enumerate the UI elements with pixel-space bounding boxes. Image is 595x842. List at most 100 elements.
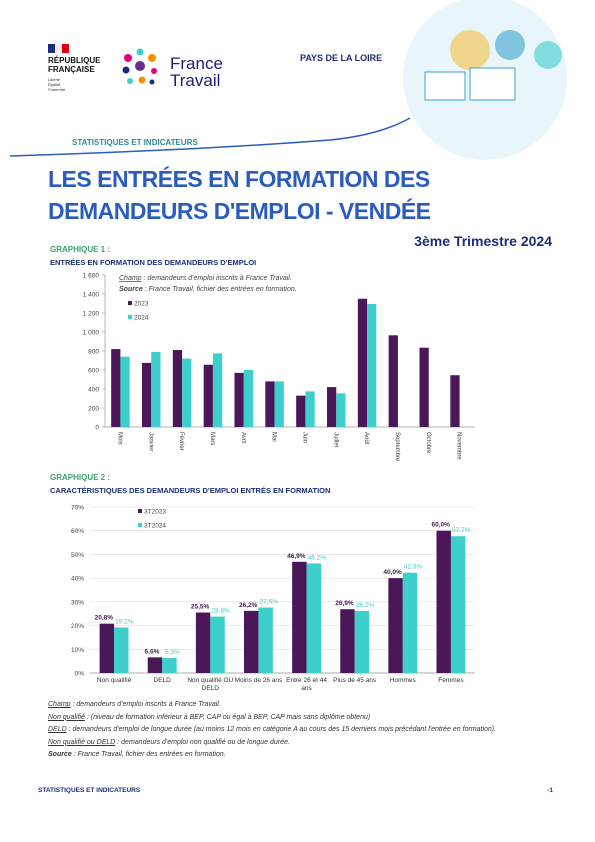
value-label: 46,2% <box>308 554 327 561</box>
bar <box>99 623 115 673</box>
chart-title: CARACTÉRISTIQUES DES DEMANDEURS D'EMPLOI… <box>50 486 331 495</box>
bar <box>212 353 223 427</box>
screen <box>424 71 466 101</box>
x-tick-label-box: Plus de 45 ans <box>333 677 376 684</box>
value-label: 42,3% <box>404 564 423 571</box>
note: Non qualifié ou DELD : demandeurs d'empl… <box>48 738 538 748</box>
value-label: 46,9% <box>287 553 306 560</box>
x-tick-label: Octobre <box>425 432 431 454</box>
y-tick-label: 1 200 <box>83 311 100 318</box>
value-label: 20,8% <box>95 615 114 622</box>
x-tick-label: Février <box>178 432 184 451</box>
value-label: 26,9% <box>335 600 354 607</box>
brand: France Travail <box>170 55 223 89</box>
bar <box>354 610 370 673</box>
republique-line: FRANÇAISE <box>48 65 95 74</box>
bar <box>142 362 152 427</box>
x-tick-label: DELD <box>153 677 171 684</box>
x-tick-label-box: Femmes <box>438 677 463 684</box>
chart-label: GRAPHIQUE 2 : <box>50 473 111 482</box>
bar <box>388 578 403 673</box>
y-tick-label: 20% <box>71 623 84 630</box>
bar <box>243 370 253 427</box>
bar <box>327 387 337 427</box>
x-tick-label-box: Hommes <box>390 677 416 684</box>
bar <box>340 609 355 673</box>
value-label: 60,0% <box>432 522 451 529</box>
x-tick-label-box: Entre 26 et 44 ans <box>286 677 327 692</box>
devise: Liberté Égalité Fraternité <box>48 77 65 92</box>
y-tick-label: 70% <box>71 505 84 512</box>
x-tick-label: Mois <box>116 432 122 445</box>
section: STATISTIQUES ET INDICATEURS <box>72 138 198 147</box>
x-tick-label: Avril <box>240 432 246 444</box>
brand-line: France <box>170 54 223 73</box>
legend-swatch <box>128 315 132 319</box>
y-tick-label: 1 600 <box>83 273 100 280</box>
notes: Champ : demandeurs d'emploi inscrits à F… <box>48 700 538 763</box>
y-tick-label: 400 <box>88 387 99 394</box>
note-label: Source <box>48 751 72 758</box>
chart-label: GRAPHIQUE 1 : <box>50 245 111 254</box>
bar <box>120 356 130 427</box>
bar <box>258 607 273 673</box>
footer-section: STATISTIQUES ET INDICATEURS <box>38 787 141 794</box>
bar <box>234 372 244 427</box>
value-label: 25,5% <box>191 604 210 611</box>
x-tick-label: Non qualifié OU DELD <box>187 677 234 692</box>
republique: RÉPUBLIQUE FRANÇAISE <box>48 56 100 74</box>
x-tick-label: Juillet <box>332 432 338 448</box>
value-label: 27,6% <box>259 599 278 606</box>
flag-red <box>62 44 69 53</box>
x-tick-label: Août <box>363 432 369 445</box>
value-label: 26,2% <box>239 602 258 609</box>
value-label: 6,6% <box>145 648 160 655</box>
y-tick-label: 600 <box>88 368 99 375</box>
footer-page: -1 <box>547 787 553 794</box>
header-curve <box>9 117 411 157</box>
title-line: DEMANDEURS D'EMPLOI - VENDÉE <box>48 198 431 224</box>
flag-white <box>55 44 62 53</box>
note: Source : France Travail, fichier des ent… <box>48 750 538 760</box>
legend-label: 3T2023 <box>144 509 166 516</box>
note-label: Non qualifié ou DELD <box>48 738 116 746</box>
note-text: : France Travail, fichier des entrées en… <box>71 751 226 758</box>
x-tick-label: Novembre <box>456 432 462 460</box>
x-tick-label: Juin <box>301 432 307 443</box>
x-tick-label-box: Non qualifié OU DELD <box>187 677 234 692</box>
bar <box>436 530 451 673</box>
y-tick-label: 30% <box>71 599 84 606</box>
chart-title: ENTRÉES EN FORMATION DES DEMANDEURS D'EM… <box>50 258 257 267</box>
x-tick-label: Mai <box>271 432 277 442</box>
bar <box>172 350 183 427</box>
title-line: LES ENTRÉES EN FORMATION DES <box>48 166 430 192</box>
bar <box>195 612 211 673</box>
x-tick-label: Entre 26 et 44 ans <box>286 677 327 692</box>
value-label: 40,0% <box>383 569 402 576</box>
y-tick-label: 1 400 <box>83 292 100 299</box>
bar <box>306 563 321 673</box>
republique-line: RÉPUBLIQUE <box>48 56 101 65</box>
bar <box>147 657 163 673</box>
bar <box>162 658 177 673</box>
brand-line: Travail <box>170 71 221 90</box>
x-tick-label: Janvier <box>147 432 153 451</box>
x-tick-label-box: Moins de 26 ans <box>235 677 283 684</box>
x-tick-label-box: DELD <box>153 677 171 684</box>
note-text: : demandeurs d'emploi inscrits à France … <box>70 701 221 708</box>
gear <box>534 41 562 69</box>
y-tick-label: 10% <box>71 647 84 654</box>
devise-line: Liberté <box>48 77 61 82</box>
bar <box>292 561 307 673</box>
gear <box>450 30 490 70</box>
note: DELD : demandeurs d'emploi de longue dur… <box>48 725 538 735</box>
bar <box>305 391 315 427</box>
legend-label: 2023 <box>134 301 149 308</box>
bar <box>274 381 284 427</box>
y-tick-label: 0 <box>95 425 99 432</box>
devise-line: Fraternité <box>48 87 66 92</box>
screen <box>469 67 516 101</box>
devise-line: Égalité <box>48 82 61 87</box>
